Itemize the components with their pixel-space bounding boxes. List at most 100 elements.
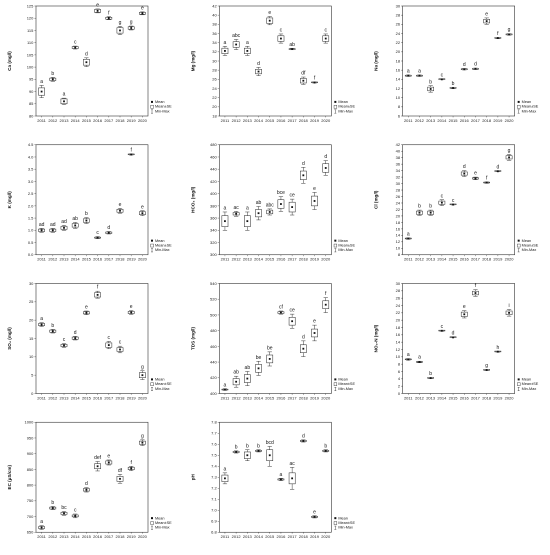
x-tick-label: 2013 bbox=[426, 395, 436, 400]
mean-marker bbox=[74, 224, 77, 227]
y-tick-label: 30 bbox=[212, 58, 217, 63]
group-letter: b bbox=[246, 443, 249, 449]
mean-marker bbox=[508, 156, 510, 159]
mean-marker bbox=[324, 449, 327, 452]
y-tick-label: 440 bbox=[210, 359, 217, 364]
x-tick-label: 2020 bbox=[321, 534, 331, 539]
y-tick-label: 18 bbox=[212, 113, 217, 118]
group-letter: e bbox=[463, 304, 466, 310]
x-tick-label: 2019 bbox=[310, 534, 320, 539]
mean-marker bbox=[40, 90, 43, 93]
group-letter: b bbox=[418, 204, 421, 210]
x-tick-label: 2016 bbox=[276, 395, 286, 400]
group-letter: f bbox=[97, 285, 99, 291]
x-tick-label: 2017 bbox=[288, 534, 298, 539]
mean-marker bbox=[268, 211, 271, 213]
mean-marker bbox=[440, 78, 443, 81]
legend-se-box bbox=[150, 105, 154, 109]
legend-se-label: Mean±SE bbox=[522, 382, 539, 386]
mean-marker bbox=[418, 361, 421, 363]
legend-se-label: Mean±SE bbox=[155, 382, 172, 386]
group-letter: a bbox=[63, 92, 66, 98]
y-tick-label: 1.0 bbox=[28, 228, 34, 233]
mean-marker bbox=[119, 29, 121, 32]
x-tick-label: 2016 bbox=[276, 534, 286, 539]
mean-marker bbox=[508, 33, 510, 36]
mean-marker bbox=[119, 477, 121, 480]
plot-frame bbox=[35, 5, 149, 117]
y-tick-label: 28 bbox=[396, 13, 401, 18]
y-tick-label: 12 bbox=[396, 86, 401, 91]
group-letter: d bbox=[463, 62, 466, 68]
group-letter: e bbox=[85, 305, 88, 311]
group-letter: e bbox=[474, 171, 477, 177]
x-tick-label: 2014 bbox=[254, 395, 264, 400]
legend-se-label: Mean±SE bbox=[338, 243, 355, 247]
mean-marker bbox=[235, 451, 238, 453]
x-tick-label: 2018 bbox=[116, 118, 126, 123]
y-tick-label: 36 bbox=[396, 162, 401, 167]
x-tick-label: 2012 bbox=[48, 534, 58, 539]
y-tick-label: 800 bbox=[27, 483, 34, 488]
y-tick-label: 18 bbox=[396, 220, 401, 225]
x-tick-label: 2013 bbox=[243, 534, 253, 539]
x-tick-label: 2012 bbox=[232, 257, 242, 262]
group-letter: e bbox=[96, 2, 99, 8]
plot-frame bbox=[219, 283, 332, 394]
group-letter: d bbox=[107, 225, 110, 231]
group-letter: a bbox=[246, 40, 249, 46]
group-letter: b bbox=[235, 444, 238, 450]
y-tick-label: 340 bbox=[210, 228, 217, 233]
legend-mean-label: Mean bbox=[338, 239, 348, 243]
y-tick-label: 7.5 bbox=[211, 453, 217, 458]
mean-marker bbox=[40, 526, 43, 529]
legend-se-box bbox=[333, 382, 338, 386]
mean-marker bbox=[40, 229, 43, 232]
x-tick-label: 2015 bbox=[82, 118, 92, 123]
group-letter: e bbox=[313, 509, 316, 515]
group-letter: c bbox=[63, 337, 66, 343]
y-axis-label: Ca (mg/l) bbox=[7, 51, 12, 71]
group-letter: b bbox=[324, 443, 327, 449]
x-tick-label: 2015 bbox=[265, 118, 275, 123]
group-letter: c bbox=[74, 508, 77, 514]
mean-marker bbox=[452, 203, 454, 206]
x-tick-label: 2019 bbox=[310, 257, 320, 262]
y-tick-label: 520 bbox=[210, 297, 217, 302]
mean-marker bbox=[485, 20, 488, 23]
group-letter: d bbox=[85, 481, 88, 487]
group-letter: d bbox=[302, 161, 305, 167]
mean-marker bbox=[324, 303, 327, 306]
legend-range-label: Min-Max bbox=[338, 248, 353, 252]
x-tick-label: 2016 bbox=[460, 257, 470, 262]
legend-mean-label: Mean bbox=[522, 378, 532, 382]
plot-frame bbox=[35, 283, 149, 394]
x-tick-label: 2014 bbox=[437, 395, 447, 400]
mean-marker bbox=[257, 367, 260, 370]
legend-mean-label: Mean bbox=[155, 100, 165, 104]
legend-range-label: Min-Max bbox=[155, 387, 170, 391]
mean-marker bbox=[130, 467, 133, 470]
x-tick-label: 2016 bbox=[93, 395, 103, 400]
legend-se-box bbox=[333, 521, 338, 525]
y-tick-label: 120 bbox=[27, 16, 34, 21]
y-tick-label: 42 bbox=[212, 3, 217, 8]
group-letter: ac bbox=[289, 461, 295, 467]
legend-range-label: Min-Max bbox=[155, 109, 170, 113]
x-tick-label: 2013 bbox=[243, 118, 253, 123]
legend-mean-label: Mean bbox=[338, 516, 348, 520]
legend-mean-label: Mean bbox=[522, 239, 532, 243]
y-tick-label: 7.3 bbox=[211, 475, 217, 480]
mean-marker bbox=[74, 337, 77, 340]
x-tick-label: 2018 bbox=[482, 395, 492, 400]
group-letter: abc bbox=[266, 202, 275, 208]
y-tick-label: 110 bbox=[27, 40, 34, 45]
mean-marker bbox=[313, 332, 316, 334]
legend-se-label: Mean±SE bbox=[338, 105, 355, 109]
y-tick-label: 400 bbox=[210, 191, 217, 196]
y-tick-label: 38 bbox=[212, 22, 217, 27]
plot-frame bbox=[219, 421, 332, 533]
